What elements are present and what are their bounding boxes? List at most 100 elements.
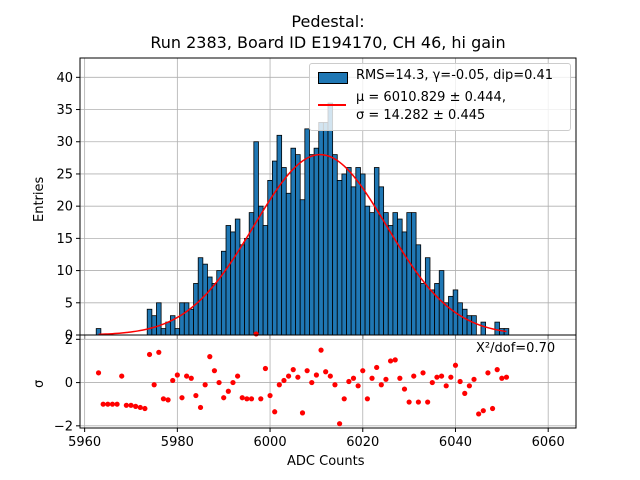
residual-point [392,357,398,363]
residual-point [197,404,204,411]
residual-point [281,377,287,384]
residual-point [383,376,389,382]
residual-point [248,396,255,402]
residual-point [193,392,199,399]
histogram-bar [434,283,440,336]
histogram-bar [364,205,371,336]
histogram-bar [448,295,454,336]
residual-point [489,405,496,412]
residual-axes-frame [79,334,577,429]
legend-fit-label-line2: σ = 14.282 ± 0.445 [356,108,486,123]
legend-histogram-swatch [318,72,348,84]
histogram-bar [160,328,167,336]
histogram-y-tick-label: 35 [56,103,73,118]
histogram-bar [387,225,394,336]
residual-point [462,390,468,396]
residual-point [350,375,357,381]
residual-point [105,401,111,407]
histogram-bar [253,141,259,336]
residual-point [285,373,292,379]
residual-point [211,368,218,374]
histogram-bar [346,167,352,336]
histogram-bar [466,315,473,336]
residual-y-axis-label: σ [32,379,47,388]
residual-x-tick-label: 6020 [346,435,379,450]
residual-point [369,375,375,381]
histogram-bar [281,167,287,336]
residual-point [476,411,482,417]
residual-point [262,365,269,372]
residual-point [448,374,454,380]
residual-point [225,388,231,394]
residual-x-tick-label: 6000 [254,435,287,450]
histogram-y-tick-label: 0 [65,329,73,344]
histogram-y-tick-label: 30 [56,135,73,150]
histogram-y-tick-label: 40 [56,71,73,86]
residual-x-ticks: 5960 5980 6000 6020 6040 6060 [68,428,565,450]
residual-point [170,377,176,384]
residual-y-tick-label: 0 [65,376,73,391]
histogram-bar [480,321,487,336]
histogram-bar [355,167,361,336]
histogram-bar [258,205,264,336]
histogram-bar [299,199,306,336]
histogram-bar [415,244,422,336]
histogram-bar [207,276,213,336]
residual-point [415,399,421,405]
residual-point [128,402,134,408]
histogram-bar [332,154,338,336]
residual-point [434,374,440,380]
histogram-bar [156,302,162,336]
histogram-bar [392,212,398,336]
residual-point [452,362,459,368]
histogram-bar [429,289,436,336]
histogram-bar [220,250,227,336]
histogram-bar [197,257,204,336]
histogram-bar [276,134,283,336]
residual-point [318,347,324,353]
residual-point [174,372,180,378]
histogram-bar [341,173,347,336]
histogram-y-tick-label: 20 [56,200,73,215]
histogram-bar [188,308,194,336]
residual-point [378,382,384,388]
histogram-bar [327,102,334,336]
residual-point [188,375,194,381]
residual-point [109,401,116,407]
histogram-bar [313,147,320,336]
histogram-bar [165,321,171,336]
residual-point [179,395,185,401]
residual-point [299,410,306,416]
histogram-bar [174,328,181,336]
residual-point [267,392,273,399]
residual-point [295,374,301,380]
histogram-bar [202,263,208,336]
x-axis-label: ADC Counts [287,454,365,469]
residual-point [425,399,431,405]
residual-point [480,408,486,414]
residual-point [309,379,315,386]
residual-x-tick-label: 5980 [161,435,194,450]
residual-point [151,382,157,388]
legend-histogram-label: RMS=14.3, γ=-0.05, dip=0.41 [356,68,554,83]
residual-point [133,403,139,409]
histogram-y-tick-label: 15 [56,232,73,247]
histogram-bar [179,302,185,336]
residual-point [202,382,208,388]
histogram-bar [211,283,218,336]
histogram-bar [262,225,269,336]
histogram-bar [290,147,296,336]
histogram-bar [462,308,468,336]
histogram-y-tick-label: 10 [56,264,73,279]
residual-point [290,367,296,373]
histogram-bar [401,231,408,336]
residual-y-ticks: −2 0 2 [54,333,80,434]
residual-point [471,376,477,382]
histogram-y-tick-label: 5 [65,296,73,311]
residual-point [165,397,171,403]
histogram-bar [424,257,431,336]
residual-point [230,379,236,386]
residual-point [374,364,380,371]
legend-fit-label-line1: μ = 6010.829 ± 0.444, [356,90,506,105]
